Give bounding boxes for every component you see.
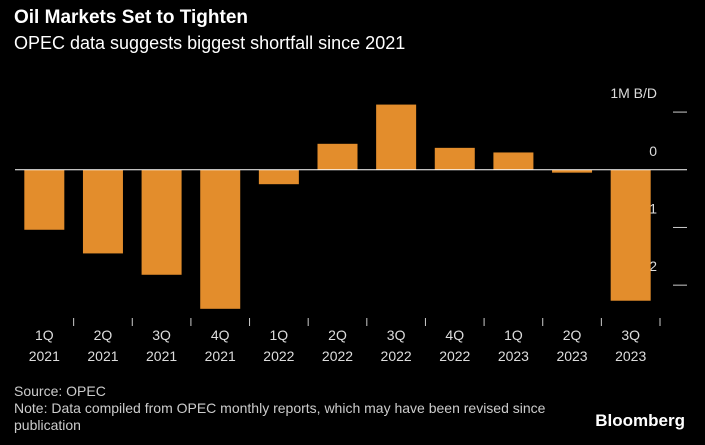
x-tick-label: 2023 bbox=[498, 348, 529, 364]
x-tick-label: 4Q bbox=[211, 327, 230, 343]
x-tick-label: 1Q bbox=[504, 327, 523, 343]
x-tick-label: 2021 bbox=[205, 348, 236, 364]
x-tick-label: 4Q bbox=[445, 327, 464, 343]
chart-title: Oil Markets Set to Tighten bbox=[14, 7, 249, 28]
chart-subtitle: OPEC data suggests biggest shortfall sin… bbox=[14, 33, 406, 53]
bar bbox=[317, 143, 358, 170]
x-tick-label: 2Q bbox=[563, 327, 582, 343]
x-tick-label: 3Q bbox=[387, 327, 406, 343]
brand: Bloomberg bbox=[595, 411, 685, 430]
bar bbox=[258, 169, 299, 185]
x-tick-label: 2Q bbox=[94, 327, 113, 343]
bar bbox=[24, 169, 65, 230]
x-tick-label: 2022 bbox=[263, 348, 294, 364]
bar bbox=[552, 169, 593, 173]
x-tick-label: 2021 bbox=[146, 348, 177, 364]
x-tick-label: 2022 bbox=[439, 348, 470, 364]
x-tick-label: 2023 bbox=[556, 348, 587, 364]
x-tick-label: 2021 bbox=[29, 348, 60, 364]
note: Note: Data compiled from OPEC monthly re… bbox=[14, 400, 546, 433]
bar bbox=[82, 169, 123, 254]
x-tick-label: 2023 bbox=[615, 348, 646, 364]
x-tick-label: 1Q bbox=[270, 327, 289, 343]
x-tick-label: 2Q bbox=[328, 327, 347, 343]
bar bbox=[376, 104, 417, 170]
x-tick-label: 3Q bbox=[152, 327, 171, 343]
source: Source: OPEC bbox=[14, 383, 106, 399]
bar bbox=[610, 169, 651, 301]
x-tick-label: 2021 bbox=[87, 348, 118, 364]
bar bbox=[493, 152, 534, 170]
bar bbox=[141, 169, 182, 275]
y-tick-label: 0 bbox=[649, 143, 657, 159]
x-tick-label: 1Q bbox=[35, 327, 54, 343]
x-tick-label: 3Q bbox=[621, 327, 640, 343]
bar bbox=[434, 147, 475, 170]
x-tick-label: 2022 bbox=[381, 348, 412, 364]
x-tick-label: 2022 bbox=[322, 348, 353, 364]
y-tick-label: 1M B/D bbox=[610, 85, 657, 101]
bar bbox=[200, 169, 241, 309]
